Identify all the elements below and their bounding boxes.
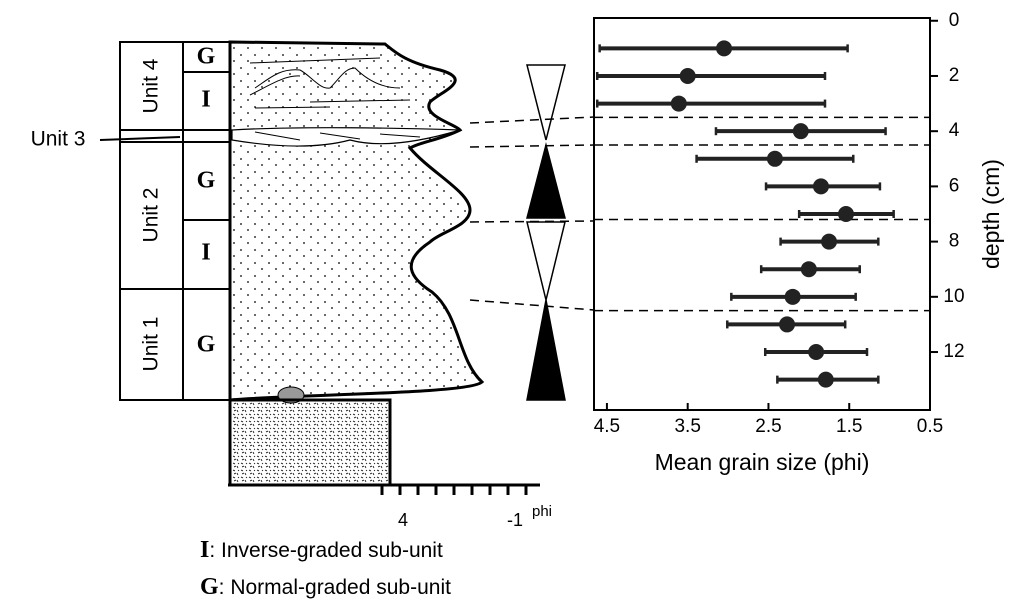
x-tick-label: 1.5 [836,416,862,437]
y-tick-label: 12 [943,341,964,362]
x-axis-label: Mean grain size (phi) [655,449,870,475]
data-point [812,178,829,195]
data-point [679,67,696,84]
x-tick-label: 2.5 [755,416,781,437]
sediment-profile [228,40,485,402]
legend-entry: G: Normal-graded sub-unit [200,574,451,600]
data-point [779,316,796,333]
data-point [800,261,817,278]
unit-label: Unit 3 [31,128,86,151]
grading-triangles [526,64,566,401]
legend-symbol: I [200,537,209,563]
x-tick-label: 4.5 [594,416,620,437]
legend-text: : Normal-graded sub-unit [219,576,451,599]
subunit-label: I [201,240,210,266]
legend-text: : Inverse-graded sub-unit [209,539,443,562]
subunit-label: G [197,332,216,358]
data-point [766,150,783,167]
subunit-label: I [201,87,210,113]
y-tick-label: 0 [949,10,960,31]
data-point [821,233,838,250]
basal-layer [228,398,392,487]
x-tick-label: 3.5 [674,416,700,437]
subunit-label: G [197,44,216,70]
legend-entry: I: Inverse-graded sub-unit [200,537,443,563]
laminae [249,57,421,141]
unit-label: Unit 2 [140,188,163,243]
y-axis-label: depth (cm) [978,159,1004,269]
y-tick-label: 2 [949,65,960,86]
unit-label: Unit 4 [140,58,163,113]
scale-label: phi [532,503,552,520]
scale-label: 4 [398,510,408,530]
boundary-connector [469,116,595,311]
data-point [817,371,834,388]
scale-label: -1 [507,510,523,530]
data-point [716,40,733,57]
data-point [792,123,809,140]
subunit-label: G [197,168,216,194]
y-tick-label: 8 [949,231,960,252]
unit-label: Unit 1 [140,317,163,372]
plot-frame [593,17,931,411]
x-tick-label: 0.5 [917,416,943,437]
y-tick-label: 10 [943,286,964,307]
data-point [670,95,687,112]
y-tick-label: 6 [949,175,960,196]
data-point [808,344,825,361]
data-point [784,288,801,305]
legend-symbol: G [200,574,219,600]
y-tick-label: 4 [949,120,960,141]
data-point [838,206,854,222]
phi-scale [228,483,540,495]
